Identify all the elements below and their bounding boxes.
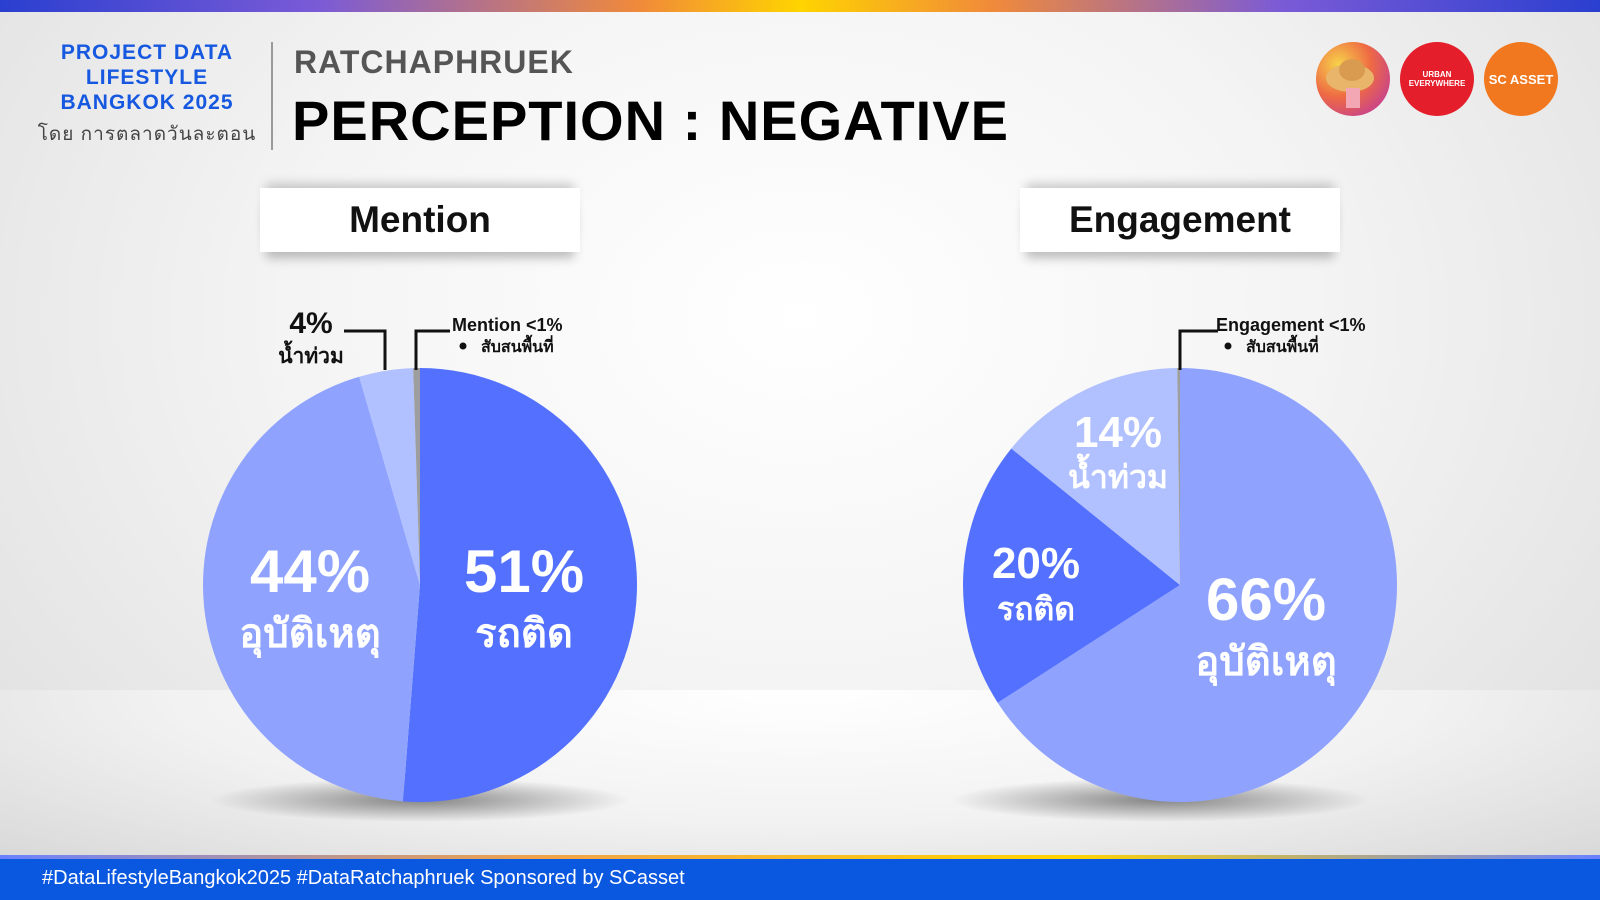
page-title: PERCEPTION : NEGATIVE <box>292 89 1009 152</box>
mention-chart-title: Mention <box>349 199 491 240</box>
engagement-slice-label-accident: อุบัติเหตุ <box>1195 639 1336 687</box>
hat-icon <box>1326 59 1374 108</box>
engagement-small-callout-bullet: สับสนพื้นที่ <box>1246 334 1319 356</box>
mention-slice-label-pct-accident: 44% <box>250 538 370 605</box>
mention-slice-label-accident: อุบัติเหตุ <box>239 611 380 659</box>
engagement-pie <box>963 368 1397 803</box>
mention-slice-2 <box>359 368 420 585</box>
brand-byline: โดย การตลาดวันละตอน <box>37 124 257 145</box>
mention-slice-1 <box>202 376 420 802</box>
brand-line-1: PROJECT DATA <box>60 41 234 64</box>
brand-line-2: LIFESTYLE <box>85 66 209 89</box>
mention-title-band: Mention <box>260 188 580 252</box>
engagement-slice-2 <box>1011 368 1180 585</box>
engagement-chart-title: Engagement <box>1068 199 1292 240</box>
page-subtitle: RATCHAPHRUEK <box>294 44 574 80</box>
engagement-slice-label-pct-jam: 20% <box>992 539 1080 588</box>
mention-slice-label-pct-jam: 51% <box>464 538 584 605</box>
urban-everywhere-logo: URBAN EVERYWHERE <box>1400 42 1474 116</box>
header-divider <box>271 42 273 150</box>
top-gradient-bar <box>0 0 1600 12</box>
mention-slice-0 <box>402 368 637 802</box>
mention-pie <box>202 367 637 802</box>
mention-flood-pct: 4% <box>289 307 332 340</box>
footer-bar: #DataLifestyleBangkok2025 #DataRatchaphr… <box>0 859 1600 900</box>
mention-slice-label-jam: รถติด <box>475 611 573 657</box>
mention-small-callout-line <box>414 329 450 370</box>
mention-slice-3 <box>413 367 420 585</box>
mention-small-callout-title: Mention <1% <box>452 315 563 335</box>
brand-block: PROJECT DATA LIFESTYLE BANGKOK 2025 โดย … <box>36 40 258 149</box>
mention-small-callout-bullet: สับสนพื้นที่ <box>481 334 554 356</box>
engagement-slice-label-pct-flood: 14% <box>1074 408 1162 457</box>
engagement-slice-label-pct-accident: 66% <box>1206 566 1326 633</box>
brand-line-3: BANGKOK 2025 <box>60 91 234 114</box>
hat-avatar-logo <box>1316 42 1390 116</box>
engagement-slice-3 <box>1177 368 1180 585</box>
footer-hashtags: #DataLifestyleBangkok2025 #DataRatchaphr… <box>42 867 685 889</box>
engagement-slice-label-flood: น้ำท่วม <box>1068 453 1168 496</box>
mention-flood-label: น้ำท่วม <box>278 340 344 368</box>
engagement-slice-1 <box>963 448 1180 703</box>
sc-asset-logo: SC ASSET <box>1484 42 1558 116</box>
engagement-slice-0 <box>997 368 1397 803</box>
mention-flood-callout-line <box>344 329 387 370</box>
mention-small-bullet-dot <box>459 342 467 350</box>
engagement-small-callout-line <box>1178 329 1218 370</box>
engagement-small-callout-title: Engagement <1% <box>1216 315 1366 335</box>
engagement-small-bullet-dot <box>1224 342 1232 350</box>
footer-accent-line <box>0 855 1600 859</box>
engagement-slice-label-jam: รถติด <box>997 590 1075 628</box>
engagement-title-band: Engagement <box>1020 188 1340 252</box>
